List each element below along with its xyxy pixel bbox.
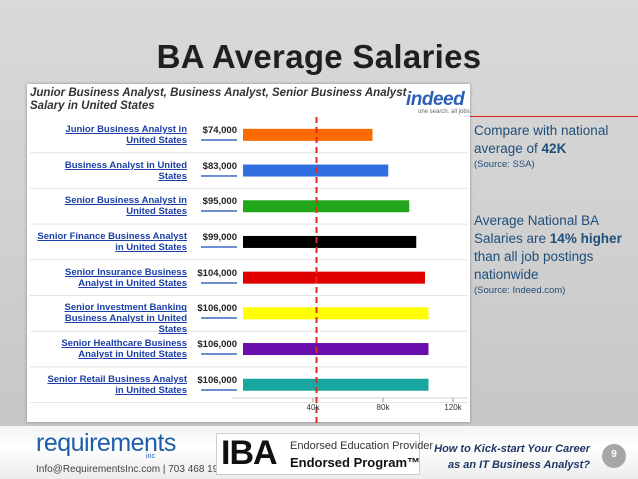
value-label: $104,000 — [177, 268, 237, 284]
value-label: $83,000 — [177, 161, 237, 177]
value-label: $74,000 — [177, 125, 237, 141]
category-label: Senior Business Analyst in United States — [64, 195, 187, 218]
category-label: Senior Investment Banking Business Analy… — [64, 302, 187, 336]
page-badge — [602, 444, 626, 468]
value-label: $106,000 — [177, 339, 237, 355]
company-suffix: inc — [146, 453, 155, 460]
page-number: 9 — [611, 449, 617, 460]
accent-line — [460, 116, 638, 117]
contact: Info@RequirementsInc.com | 703 468 1921 — [36, 464, 230, 475]
note: Compare with national average of 42K (Sou… — [474, 122, 624, 172]
value-label: $106,000 — [177, 303, 237, 319]
category-label: Business Analyst in United States — [64, 159, 187, 182]
bar — [243, 200, 410, 213]
category-label: Senior Insurance Business Analyst in Uni… — [65, 266, 187, 289]
note: Average National BA Salaries are 14% hig… — [474, 212, 624, 298]
value-label: $106,000 — [177, 375, 237, 391]
tagline: How to Kick-start Your Career as an IT B… — [434, 443, 590, 471]
iba-logo: IBA — [221, 434, 278, 472]
iba-badge — [216, 433, 420, 475]
note-text: Average National BA Salaries are — [474, 213, 599, 246]
note-source: (Source: Indeed.com) — [474, 285, 566, 296]
bar — [243, 378, 429, 391]
iba-line: Endorsed Program™ — [290, 455, 421, 470]
note-text: than all job postings nationwide — [474, 249, 594, 282]
bar — [243, 307, 429, 320]
bar — [243, 343, 429, 356]
logo-tagline: one search. all jobs. — [418, 109, 472, 115]
bar — [243, 128, 373, 141]
slide-title: BA Average Salaries — [156, 38, 482, 75]
note-text: 14% higher — [549, 231, 622, 246]
x-tick-label: 40k — [306, 403, 320, 412]
note-text: Compare with national average of — [474, 123, 609, 156]
x-tick-label: 120k — [444, 403, 462, 412]
note-text: 42K — [541, 141, 567, 156]
company-logo: requirements — [36, 429, 176, 457]
category-label: Junior Business Analyst in United States — [65, 123, 187, 146]
note-source: (Source: SSA) — [474, 159, 535, 170]
bar — [243, 271, 425, 284]
category-label: Senior Finance Business Analyst in Unite… — [37, 230, 187, 253]
chart-title: Junior Business Analyst, Business Analys… — [30, 87, 407, 112]
value-label: $95,000 — [177, 196, 237, 212]
bar — [243, 235, 417, 248]
indeed-logo: indeed — [406, 89, 465, 110]
category-label: Senior Retail Business Analyst in United… — [47, 373, 187, 396]
iba-line: Endorsed Education Provider — [290, 440, 434, 452]
category-label: Senior Healthcare Business Analyst in Un… — [61, 338, 187, 361]
x-tick-label: 80k — [376, 403, 390, 412]
value-label: $99,000 — [177, 232, 237, 248]
